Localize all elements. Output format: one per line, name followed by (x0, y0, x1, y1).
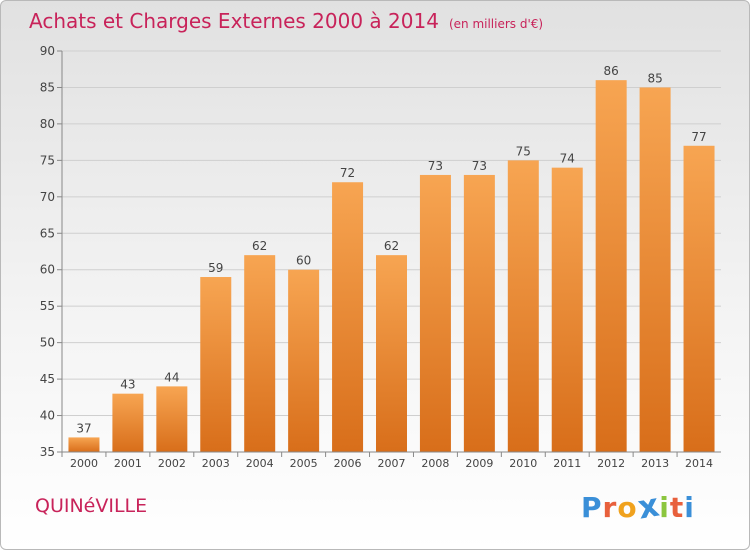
logo-letter: P (581, 491, 603, 524)
bar-value-label: 86 (604, 64, 619, 78)
bar-value-label: 37 (76, 421, 91, 435)
bar-value-label: 75 (516, 144, 531, 158)
bar-2005 (288, 269, 320, 452)
x-tick-label: 2005 (290, 457, 318, 470)
bar-value-label: 59 (208, 261, 223, 275)
x-tick-label: 2014 (685, 457, 713, 470)
x-tick-label: 2011 (553, 457, 581, 470)
bar-value-label: 72 (340, 166, 355, 180)
bars: 37 43 44 59 62 60 72 62 73 73 75 74 86 85 77 (68, 64, 715, 453)
y-tick-label: 75 (40, 153, 55, 167)
bar-2004 (244, 255, 276, 452)
bar-value-label: 43 (120, 378, 135, 392)
logo-letter: t (669, 491, 685, 524)
bar-2000 (68, 437, 100, 452)
x-tick-label: 2008 (421, 457, 449, 470)
x-tick-label: 2012 (597, 457, 625, 470)
bar-2014 (683, 145, 715, 453)
bar-value-label: 60 (296, 254, 311, 268)
bar-2010 (507, 160, 539, 452)
y-tick-label: 70 (40, 190, 55, 204)
bar-value-label: 62 (384, 239, 399, 253)
y-tick-label: 35 (40, 445, 55, 459)
bar-2011 (551, 167, 583, 452)
city-name: QUINéVILLE (35, 495, 148, 517)
bar-value-label: 73 (472, 159, 487, 173)
x-tick-label: 2006 (334, 457, 362, 470)
x-tick-label: 2013 (641, 457, 669, 470)
bar-value-label: 44 (164, 370, 179, 384)
y-tick-label: 40 (40, 409, 55, 423)
axes: 35 40 45 50 55 60 65 70 75 80 85 90 2000 2001 2002 2003… (40, 44, 721, 470)
proxiti-logo: Proxiti (581, 485, 695, 527)
y-tick-label: 85 (40, 80, 55, 94)
bar-2013 (639, 87, 671, 453)
bar-value-label: 85 (647, 71, 662, 85)
logo-letter: i (659, 491, 670, 524)
y-tick-label: 65 (40, 226, 55, 240)
chart-title-text: Achats et Charges Externes 2000 à 2014 (29, 9, 439, 33)
logo-letter: i (684, 491, 695, 524)
bar-2003 (200, 277, 232, 452)
chart-subtitle: (en milliers d'€) (448, 17, 544, 31)
y-tick-label: 50 (40, 336, 55, 350)
x-tick-label: 2010 (509, 457, 537, 470)
y-tick-label: 45 (40, 372, 55, 386)
chart-title: Achats et Charges Externes 2000 à 2014 (e… (29, 9, 543, 33)
bar-2007 (376, 255, 407, 452)
logo-letter: o (617, 491, 638, 524)
y-tick-label: 55 (40, 299, 55, 313)
y-tick-label: 60 (40, 263, 55, 277)
bar-value-label: 77 (691, 130, 706, 144)
bar-2008 (419, 174, 451, 453)
x-tick-label: 2001 (114, 457, 142, 470)
x-tick-label: 2002 (158, 457, 186, 470)
y-tick-label: 90 (40, 44, 55, 58)
bar-value-label: 74 (560, 152, 575, 166)
x-tick-label: 2004 (246, 457, 274, 470)
bar-value-label: 73 (428, 159, 443, 173)
bar-value-label: 62 (252, 239, 267, 253)
bar-2002 (156, 386, 188, 452)
bar-2001 (112, 393, 144, 452)
logo-letter: r (602, 491, 618, 524)
x-tick-label: 2003 (202, 457, 230, 470)
bar-2012 (595, 80, 627, 452)
bar-2009 (463, 174, 495, 453)
x-tick-label: 2000 (70, 457, 98, 470)
bar-2006 (332, 182, 364, 452)
x-tick-label: 2009 (465, 457, 493, 470)
logo-letter: x (634, 485, 663, 527)
y-tick-label: 80 (40, 117, 55, 131)
x-tick-label: 2007 (378, 457, 406, 470)
